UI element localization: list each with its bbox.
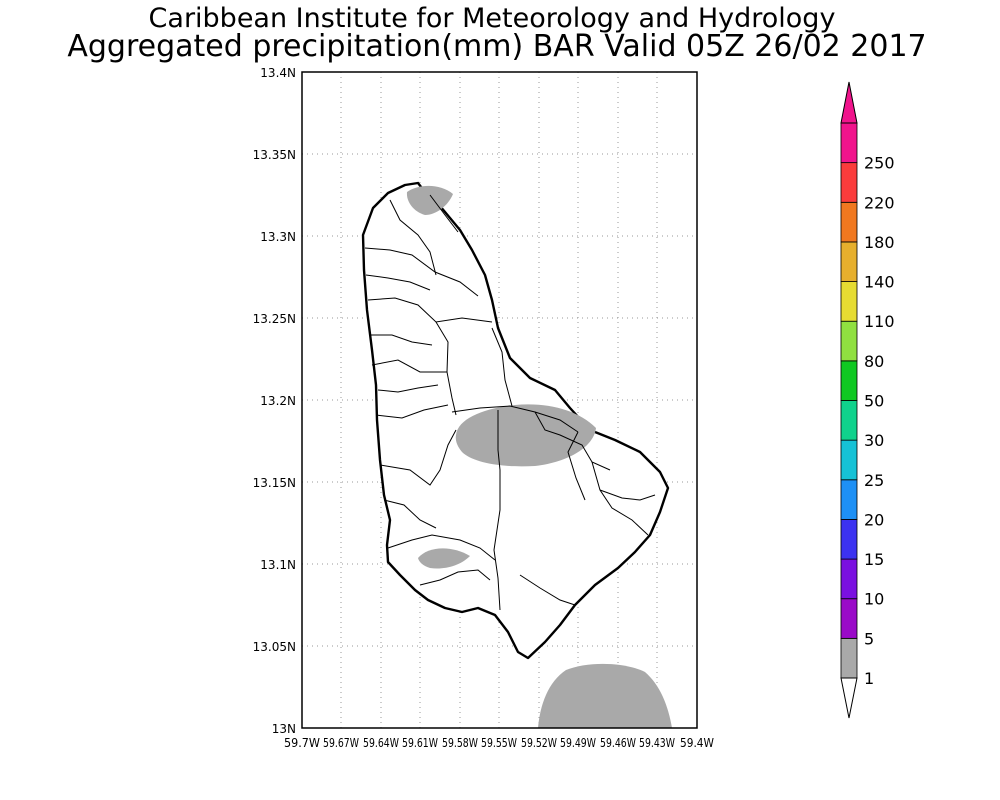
boundary-line (383, 499, 437, 529)
colorbar-segment (840, 598, 858, 639)
lat-tick-label: 13.3N (260, 230, 296, 244)
precip-area-southwest (418, 548, 470, 569)
lat-tick-label: 13.4N (260, 66, 296, 80)
lon-tick-label: 59.58W (442, 736, 478, 750)
colorbar-segment (840, 360, 858, 401)
map-panel: 13N 13.05N 13.1N 13.15N 13.2N 13.25N 13.… (253, 66, 714, 750)
precip-area-north (406, 185, 453, 215)
colorbar-segment (840, 558, 858, 600)
boundary-line (389, 199, 437, 276)
boundary-line (365, 274, 431, 291)
boundary-line (419, 569, 491, 586)
colorbar-segment (840, 637, 858, 679)
colorbar-segment (840, 439, 858, 481)
colorbar-tick-label: 15 (864, 550, 884, 569)
lon-tick-label: 59.64W (363, 736, 399, 750)
lon-tick-label: 59.67W (323, 736, 359, 750)
lon-tick-label: 59.52W (521, 736, 557, 750)
boundary-line (364, 247, 479, 297)
colorbar-tick-label: 1 (864, 669, 874, 688)
colorbar-segment (840, 519, 858, 560)
colorbar-segment (840, 320, 858, 362)
lon-tick-label: 59.46W (600, 736, 636, 750)
lat-tick-label: 13N (272, 722, 296, 736)
boundary-line (599, 489, 656, 501)
lon-tick-label: 59.49W (560, 736, 596, 750)
precip-area-offshore-south (538, 663, 672, 728)
colorbar-tick-label: 140 (864, 273, 895, 292)
boundary-line (451, 405, 579, 433)
colorbar-segment (840, 400, 858, 441)
lon-tick-label: 59.7W (284, 736, 320, 750)
colorbar-segment (840, 201, 858, 243)
boundary-line (567, 431, 586, 501)
colorbar-tick-label: 220 (864, 193, 895, 212)
colorbar-tick-label: 5 (864, 629, 874, 648)
colorbar-tick-label: 10 (864, 590, 884, 609)
colorbar-below-arrow (840, 677, 858, 719)
colorbar-segment (840, 281, 858, 322)
map-frame (301, 71, 698, 729)
latitude-axis: 13N 13.05N 13.1N 13.15N 13.2N 13.25N 13.… (253, 66, 296, 736)
colorbar-tick-label: 110 (864, 312, 895, 331)
lat-tick-label: 13.2N (260, 394, 296, 408)
boundary-line (491, 327, 513, 407)
colorbar-tick-label: 25 (864, 471, 884, 490)
longitude-axis: 59.7W 59.67W 59.64W 59.61W 59.58W 59.55W… (284, 736, 714, 750)
colorbar-tick-label: 80 (864, 352, 884, 371)
precipitation-areas (406, 185, 672, 728)
colorbar-tick-label: 20 (864, 510, 884, 529)
colorbar-segment (840, 241, 858, 282)
colorbar-above-arrow (840, 81, 858, 124)
boundary-line (375, 404, 449, 419)
precip-area-central (455, 404, 596, 467)
boundary-line (534, 411, 611, 471)
boundary-line (387, 534, 496, 561)
boundary-line (379, 429, 457, 486)
institute-title: Caribbean Institute for Meteorology and … (149, 3, 836, 34)
colorbar-segment (840, 479, 858, 520)
internal-boundaries (364, 194, 656, 611)
colorbar-tick-label: 30 (864, 431, 884, 450)
lat-tick-label: 13.35N (253, 148, 296, 162)
colorbar-tick-label: 50 (864, 392, 884, 411)
boundary-line (493, 410, 501, 611)
colorbar-tick-label: 250 (864, 154, 895, 173)
boundary-line (429, 194, 459, 233)
lat-tick-label: 13.1N (260, 558, 296, 572)
boundary-line (377, 384, 439, 393)
colorbar-segment (840, 122, 858, 164)
boundary-line (370, 334, 433, 346)
boundary-line (371, 359, 447, 373)
lat-tick-label: 13.05N (253, 640, 296, 654)
lon-tick-label: 59.43W (639, 736, 675, 750)
colorbar-segment (840, 162, 858, 203)
lon-tick-label: 59.4W (680, 736, 714, 750)
lat-tick-label: 13.15N (253, 476, 296, 490)
lat-tick-label: 13.25N (253, 312, 296, 326)
lon-tick-label: 59.61W (402, 736, 438, 750)
boundary-line (591, 461, 649, 536)
colorbar-segments (840, 122, 858, 679)
boundary-line (519, 574, 576, 606)
product-title: Aggregated precipitation(mm) BAR Valid 0… (67, 29, 926, 64)
colorbar-tick-label: 180 (864, 233, 895, 252)
lon-tick-label: 59.55W (481, 736, 517, 750)
boundary-line (367, 297, 493, 323)
